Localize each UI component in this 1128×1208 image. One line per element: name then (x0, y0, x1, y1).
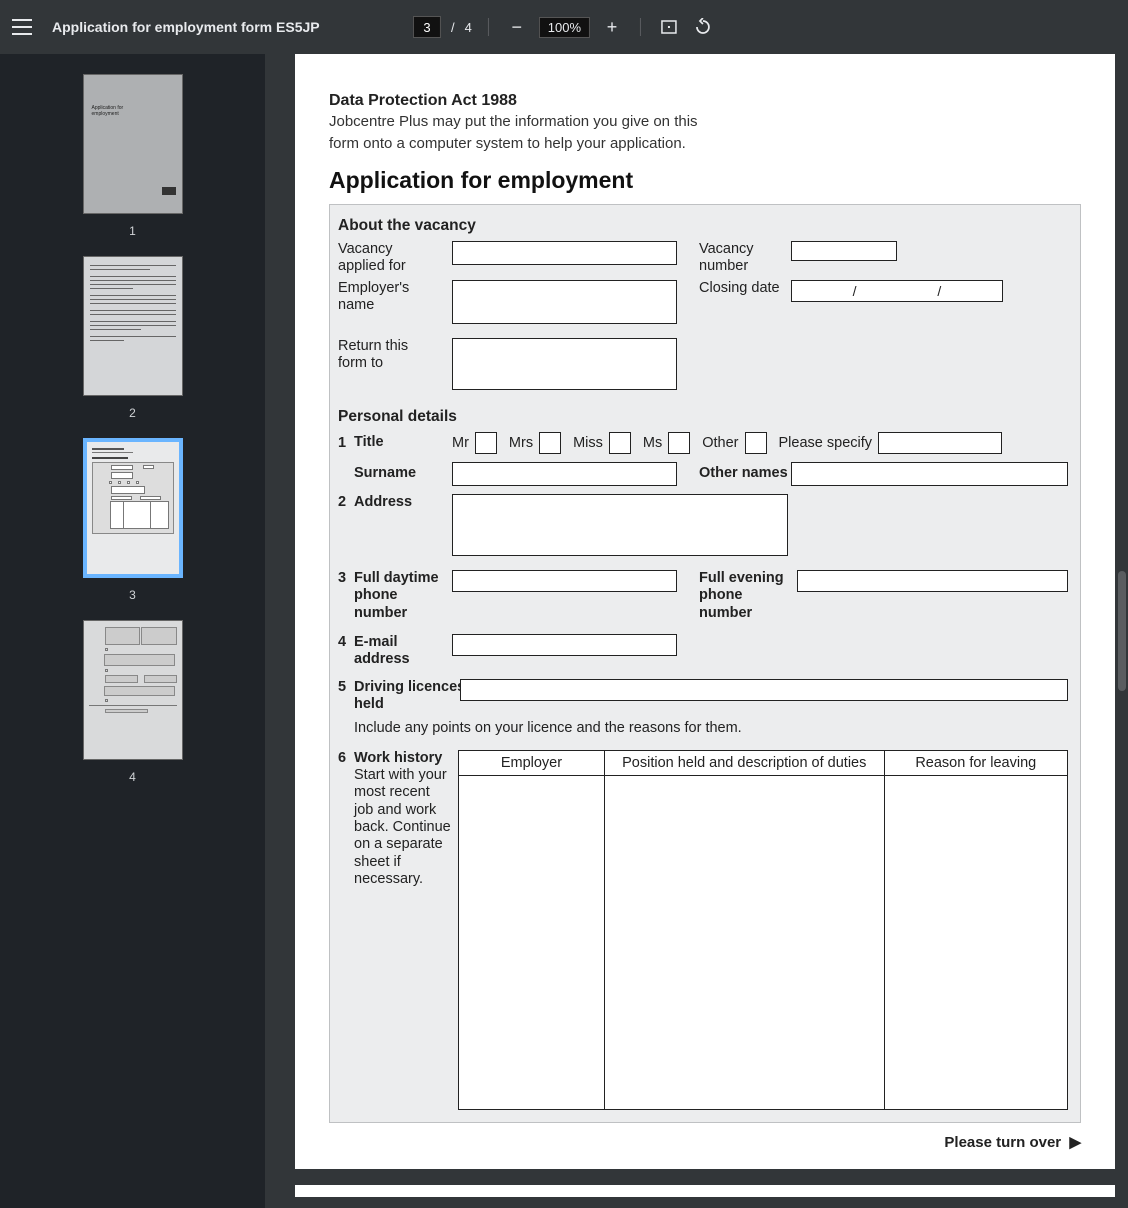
input-vacancy-number[interactable] (791, 241, 897, 261)
label-closing-date: Closing date (699, 280, 791, 297)
label-licences: Driving licences (354, 679, 452, 696)
input-vacancy-applied[interactable] (452, 241, 677, 265)
date-slash-1: / (853, 283, 857, 299)
work-hint-l2: most recent (354, 784, 458, 801)
menu-icon[interactable] (12, 17, 32, 37)
checkbox-mrs[interactable] (539, 432, 561, 454)
work-hint-l4: back. Continue (354, 819, 458, 836)
input-closing-date[interactable]: // (791, 280, 1003, 302)
dpa-heading: Data Protection Act 1988 (329, 92, 1081, 110)
page-sep: / (451, 20, 455, 35)
label-day-phone-l2: phone number (354, 587, 452, 622)
input-email[interactable] (452, 634, 677, 656)
option-mr: Mr (452, 435, 469, 451)
zoom-out-button[interactable]: − (505, 15, 529, 39)
input-title-specify[interactable] (878, 432, 1002, 454)
label-specify: Please specify (779, 435, 873, 451)
checkbox-ms[interactable] (668, 432, 690, 454)
checkbox-mr[interactable] (475, 432, 497, 454)
pdf-page-4-top (295, 1185, 1115, 1197)
label-evening-phone-l2: phone number (699, 587, 797, 622)
input-licences[interactable] (460, 679, 1068, 701)
dpa-text-line1: Jobcentre Plus may put the information y… (329, 112, 1081, 132)
option-miss: Miss (573, 435, 603, 451)
input-employer[interactable] (452, 280, 677, 324)
input-address[interactable] (452, 494, 788, 556)
zoom-in-button[interactable]: + (600, 15, 624, 39)
label-employer-l2: name (338, 297, 452, 314)
zoom-level: 100% (539, 17, 590, 38)
form-heading: Application for employment (329, 167, 1081, 194)
label-vacancy-number-l2: number (699, 258, 791, 275)
thumbnail-page-1[interactable]: Application for employment (83, 74, 183, 214)
col-position: Position held and description of duties (605, 751, 884, 776)
thumbnail-page-2[interactable] (83, 256, 183, 396)
section-vacancy: About the vacancy (338, 217, 1068, 235)
thumb1-title-l2: employment (92, 111, 124, 117)
q3-number: 3 (338, 570, 354, 586)
thumbnail-page-4[interactable] (83, 620, 183, 760)
label-title: Title (354, 434, 452, 451)
q5-number: 5 (338, 679, 354, 695)
label-return-to-l2: form to (338, 355, 452, 372)
dpa-text-line2: form onto a computer system to help your… (329, 134, 1081, 154)
input-other-names[interactable] (791, 462, 1068, 486)
col-employer: Employer (459, 751, 604, 776)
work-hint-l1: Start with your (354, 767, 458, 784)
work-hint-l6: sheet if (354, 854, 458, 871)
work-hint-l3: job and work (354, 802, 458, 819)
document-title: Application for employment form ES5JP (52, 19, 320, 35)
thumbnail-label: 3 (129, 588, 136, 602)
label-vacancy-applied: Vacancy (338, 241, 452, 258)
label-evening-phone: Full evening (699, 570, 797, 587)
label-surname: Surname (354, 465, 452, 482)
label-employer: Employer's (338, 280, 452, 297)
label-address: Address (354, 494, 452, 511)
thumbnail-sidebar: Application for employment 1 2 (0, 54, 265, 1208)
input-surname[interactable] (452, 462, 677, 486)
licence-hint: Include any points on your licence and t… (354, 720, 742, 736)
fit-page-icon[interactable] (657, 15, 681, 39)
work-hint-l7: necessary. (354, 871, 458, 888)
section-personal: Personal details (338, 408, 1068, 426)
checkbox-other[interactable] (745, 432, 767, 454)
q2-number: 2 (338, 494, 354, 510)
work-hint-l5: on a separate (354, 836, 458, 853)
date-slash-2: / (937, 283, 941, 299)
please-turn-over: Please turn over ▶ (329, 1133, 1081, 1151)
thumbnail-label: 2 (129, 406, 136, 420)
q1-number: 1 (338, 435, 354, 451)
q6-number: 6 (338, 750, 354, 766)
q4-number: 4 (338, 634, 354, 650)
input-return-to[interactable] (452, 338, 677, 390)
option-other: Other (702, 435, 738, 451)
label-vacancy-applied-l2: applied for (338, 258, 452, 275)
pdf-page-3: Data Protection Act 1988 Jobcentre Plus … (295, 54, 1115, 1169)
label-work-history: Work history (354, 750, 458, 767)
thumbnail-page-3[interactable] (83, 438, 183, 578)
option-mrs: Mrs (509, 435, 533, 451)
label-licences-l2: held (354, 696, 452, 713)
input-evening-phone[interactable] (797, 570, 1068, 592)
label-other-names: Other names (699, 465, 791, 482)
page-scroll-area[interactable]: Data Protection Act 1988 Jobcentre Plus … (265, 54, 1128, 1208)
input-day-phone[interactable] (452, 570, 677, 592)
thumbnail-label: 1 (129, 224, 136, 238)
current-page-input[interactable] (413, 16, 441, 38)
label-return-to: Return this (338, 338, 452, 355)
form-panel: About the vacancy Vacancy applied for Va… (329, 204, 1081, 1123)
pdf-toolbar: Application for employment form ES5JP / … (0, 0, 1128, 54)
total-pages: 4 (465, 20, 472, 35)
scrollbar-thumb[interactable] (1118, 571, 1126, 691)
col-reason: Reason for leaving (885, 751, 1067, 776)
option-ms: Ms (643, 435, 662, 451)
checkbox-miss[interactable] (609, 432, 631, 454)
work-history-table[interactable]: Employer Position held and description o… (458, 750, 1068, 1110)
rotate-icon[interactable] (691, 15, 715, 39)
label-vacancy-number: Vacancy (699, 241, 791, 258)
label-email-l2: address (354, 651, 452, 668)
label-email: E-mail (354, 634, 452, 651)
label-day-phone: Full daytime (354, 570, 452, 587)
thumbnail-label: 4 (129, 770, 136, 784)
